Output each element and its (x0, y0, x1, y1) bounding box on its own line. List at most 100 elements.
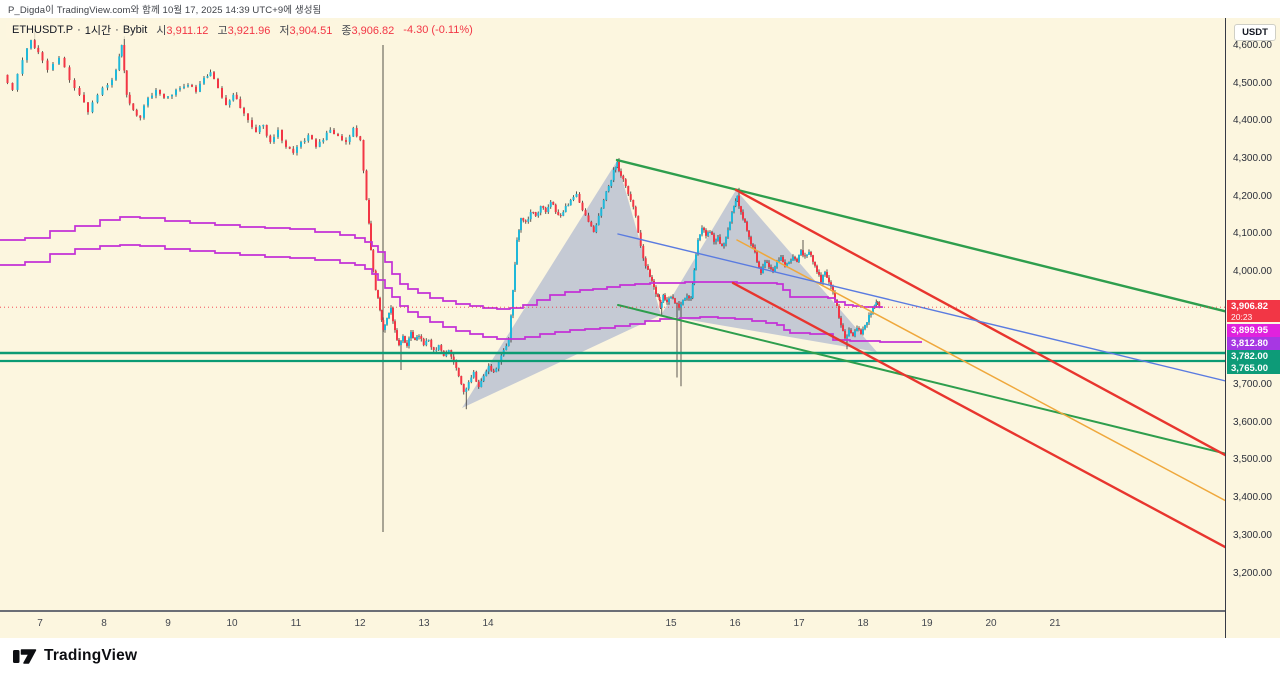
trend-line-green-upper[interactable] (615, 158, 1228, 313)
price-tick-label: 3,600.00 (1233, 417, 1272, 428)
candle-body (106, 85, 109, 88)
candle-body (764, 261, 766, 267)
candle-body (794, 256, 796, 259)
candle-body (846, 336, 848, 338)
candle-body (668, 298, 670, 303)
candle-body (806, 254, 808, 257)
candle-body (830, 282, 832, 287)
candle-body (87, 102, 89, 113)
trend-line-orange-median[interactable] (736, 239, 1226, 502)
candle-body (866, 322, 868, 326)
candle-body (495, 368, 498, 372)
candle-body (581, 202, 584, 211)
candle-body (812, 255, 814, 262)
candle-body (595, 225, 598, 233)
candle-body (83, 94, 85, 103)
candle-body (701, 227, 703, 235)
candle-body (612, 169, 615, 181)
candle-body (647, 265, 649, 270)
candle-body (303, 140, 306, 142)
candle-body (37, 47, 40, 53)
price-axis[interactable]: USDT 4,600.00 4,500.00 4,400.00 4,300.00 4,2… (1225, 18, 1280, 638)
candle-body (91, 102, 94, 113)
candle-body (258, 126, 261, 133)
candle-body (703, 227, 705, 231)
candle-body (634, 206, 637, 216)
candle-body (620, 171, 622, 176)
candle-body (384, 324, 386, 331)
candle-body (485, 371, 488, 377)
time-tick-label: 14 (482, 618, 494, 629)
candle-body (624, 179, 627, 187)
purple-band-line[interactable] (0, 244, 922, 343)
price-tick-label: 3,400.00 (1233, 492, 1272, 503)
candle-body (377, 290, 379, 298)
candle-body (21, 60, 24, 74)
candle-body (500, 355, 503, 363)
candle-body (167, 96, 169, 98)
candle-body (632, 199, 635, 207)
candle-body (682, 299, 684, 305)
candle-body (876, 302, 879, 304)
trend-line-red-upper[interactable] (734, 188, 1227, 457)
candle-body (870, 313, 872, 315)
candle-body (68, 67, 71, 81)
candle-body (770, 267, 772, 269)
legend-separator: · (77, 24, 81, 36)
trend-line-red-lower[interactable] (731, 281, 1227, 549)
symbol-legend[interactable]: ETHUSDT.P · 1시간 · Bybit 시3,911.12 고3,921… (6, 21, 479, 39)
candle-body (507, 339, 510, 347)
candle-body (191, 85, 193, 87)
candle-body (372, 250, 375, 271)
candle-body (758, 261, 760, 268)
candle-body (772, 268, 774, 272)
candle-body (695, 254, 697, 271)
candle-body (404, 336, 406, 343)
candle-body (878, 302, 881, 308)
candle-body (529, 212, 532, 220)
candle-body (118, 56, 121, 70)
candle-body (414, 338, 416, 340)
purple-band-line[interactable] (0, 216, 883, 310)
candle-body (199, 83, 201, 92)
candle-body (674, 298, 676, 303)
candle-body (262, 124, 265, 127)
candle-body (557, 212, 560, 216)
candle-body (796, 258, 798, 262)
legend-separator: · (115, 24, 119, 36)
time-axis[interactable]: 7 8 9 10 11 12 13 14 15 16 17 18 19 20 21 (0, 610, 1280, 640)
candle-body (542, 206, 545, 208)
candle-body (163, 93, 165, 98)
attribution-header: P_Digda이 TradingView.com와 함께 10월 17, 202… (0, 0, 1280, 18)
candle-body (420, 336, 423, 339)
candle-body (437, 345, 440, 350)
candle-body (333, 129, 335, 135)
candle-body (147, 97, 149, 106)
candle-body (203, 77, 205, 84)
candle-body (410, 331, 412, 339)
candle-body (842, 325, 844, 332)
trend-line-green-lower[interactable] (617, 304, 1227, 455)
trend-line-blue-support[interactable] (617, 233, 1230, 382)
candle-body (251, 120, 253, 128)
tradingview-logo[interactable]: TradingView (12, 646, 137, 666)
candle-body (235, 94, 238, 100)
candle-body (658, 296, 661, 301)
price-tick-label: 3,700.00 (1233, 379, 1272, 390)
candle-body (559, 215, 562, 216)
candle-body (322, 140, 325, 142)
candle-body (564, 206, 567, 213)
candle-body (562, 212, 565, 216)
candle-body (844, 331, 846, 338)
candle-body (774, 266, 776, 272)
candle-body (733, 206, 735, 213)
currency-toggle-button[interactable]: USDT (1234, 24, 1276, 41)
legend-symbol[interactable]: ETHUSDT.P (12, 24, 74, 36)
candle-body (288, 146, 291, 149)
pattern-triangle[interactable] (462, 161, 661, 408)
candle-body (786, 263, 788, 268)
candle-body (725, 236, 727, 244)
candle-body (243, 108, 245, 114)
legend-interval[interactable]: 1시간 (84, 25, 112, 37)
